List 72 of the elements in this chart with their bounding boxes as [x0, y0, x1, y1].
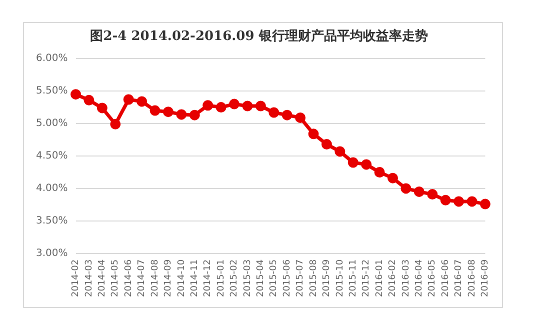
- x-tick-label: 2016-07: [454, 259, 464, 298]
- y-tick-label: 5.50%: [36, 86, 68, 97]
- point: [388, 172, 398, 184]
- x-tick-label: 2015-07: [296, 259, 306, 298]
- point: [400, 183, 412, 194]
- chart-title: 图2-4 2014.02-2016.09 银行理财产品平均收益率走势: [90, 28, 428, 44]
- y-tick-label: 6.00%: [36, 53, 68, 64]
- x-tick-label: 2016-04: [414, 259, 425, 298]
- point: [202, 100, 214, 111]
- point: [110, 118, 121, 130]
- point: [229, 98, 240, 110]
- x-tick-label: 2015-08: [308, 259, 319, 298]
- x-tick-label: 2014-02: [71, 259, 82, 298]
- point: [282, 110, 292, 120]
- point: [321, 139, 332, 150]
- x-tick-label: 2015-11: [348, 259, 358, 298]
- point: [295, 112, 306, 123]
- point: [176, 109, 187, 120]
- point: [162, 106, 174, 118]
- point: [454, 196, 464, 207]
- point: [216, 102, 226, 113]
- point: [308, 128, 319, 140]
- x-tick-label: 2016-02: [388, 259, 398, 298]
- x-tick-label: 2015-09: [322, 259, 332, 298]
- x-tick-label: 2016-06: [440, 259, 451, 298]
- point: [150, 105, 160, 116]
- point: [136, 96, 148, 107]
- x-tick-label: 2015-10: [335, 259, 346, 298]
- point: [189, 110, 200, 120]
- point: [70, 89, 82, 100]
- x-tick-label: 2014-12: [203, 259, 214, 298]
- x-tick-label: 2014-05: [110, 259, 121, 298]
- point: [268, 107, 280, 118]
- x-tick-label: 2015-12: [362, 259, 372, 298]
- point: [414, 186, 424, 197]
- x-tick-label: 2016-08: [467, 259, 478, 298]
- x-tick-label: 2014-08: [150, 259, 160, 298]
- point: [242, 100, 253, 112]
- y-tick-label: 4.50%: [36, 150, 68, 162]
- x-tick-label: 2014-09: [164, 259, 174, 298]
- y-tick-label: 3.50%: [36, 216, 68, 227]
- point: [348, 157, 358, 168]
- point: [427, 189, 438, 200]
- x-tick-label: 2015-03: [242, 259, 253, 298]
- point: [466, 196, 478, 207]
- y-tick-label: 3.00%: [36, 248, 68, 259]
- x-tick-label: 2016-05: [428, 259, 438, 298]
- y-tick-label: 4.00%: [36, 183, 68, 194]
- point: [361, 159, 372, 170]
- x-tick-label: 2014-11: [190, 259, 200, 298]
- point: [480, 198, 490, 210]
- x-tick-label: 2014-04: [98, 259, 108, 298]
- point: [123, 94, 134, 105]
- point: [440, 194, 451, 206]
- x-tick-label: 2014-06: [124, 259, 134, 298]
- x-tick-label: 2014-10: [176, 259, 187, 298]
- x-tick-label: 2015-05: [269, 259, 280, 298]
- x-tick-label: 2016-03: [401, 259, 412, 298]
- point: [255, 100, 266, 112]
- x-tick-label: 2014-07: [137, 259, 148, 298]
- y-tick-label: 5.00%: [36, 118, 68, 130]
- point: [96, 102, 108, 114]
- x-tick-label: 2015-02: [230, 259, 240, 298]
- x-tick-label: 2015-04: [256, 259, 266, 298]
- x-tick-label: 2016-09: [480, 259, 491, 298]
- point: [334, 146, 346, 157]
- x-tick-label: 2014-03: [84, 259, 94, 298]
- x-tick-label: 2016-01: [374, 259, 385, 298]
- x-tick-label: 2015-06: [282, 259, 292, 298]
- x-tick-label: 2015-01: [216, 259, 226, 298]
- point: [374, 166, 385, 178]
- point: [84, 94, 94, 106]
